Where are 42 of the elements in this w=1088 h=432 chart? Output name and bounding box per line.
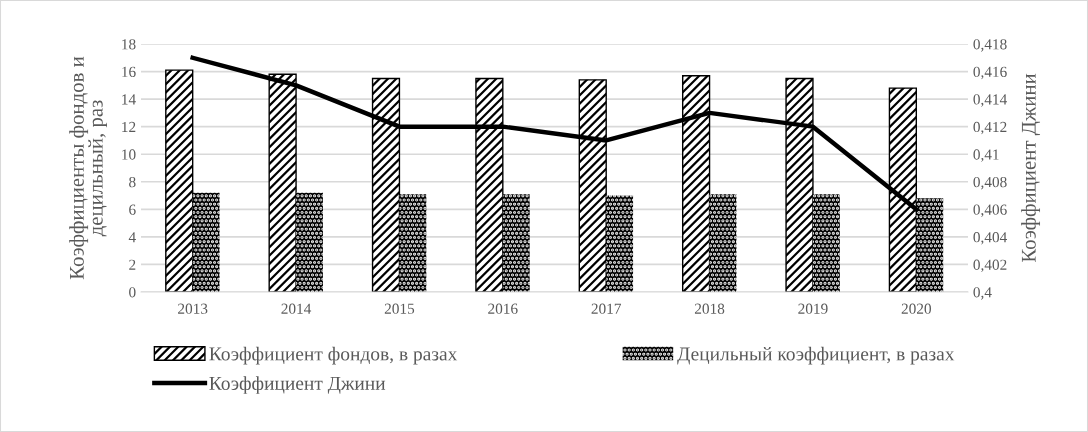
bar: [606, 195, 634, 292]
x-tick-label: 2017: [591, 303, 622, 314]
y-tick-label: 0: [129, 287, 136, 298]
y2-tick-label: 0,412: [973, 121, 1007, 135]
y-tick-label: 12: [122, 121, 136, 132]
x-tick-label: 2014: [281, 303, 312, 314]
y-tick-label: 6: [129, 204, 136, 215]
y2-tick-label: 0,406: [973, 204, 1007, 217]
y-tick-label: 4: [128, 232, 136, 243]
x-tick-label: 2016: [488, 303, 518, 314]
y2-tick-label: 0,408: [973, 176, 1007, 190]
y2-tick-label: 0,402: [973, 259, 1007, 273]
y2-tick-label: 0,4: [973, 287, 992, 300]
y2-tick-label: 0,414: [973, 94, 1007, 107]
y2-tick-label: 0,41: [973, 149, 999, 162]
y2-axis-title: Коэффициент Джини: [1021, 73, 1041, 263]
legend-label: Децильный коэффициент, в разах: [677, 346, 955, 365]
y2-tick-label: 0,418: [973, 39, 1007, 52]
bar: [399, 194, 427, 292]
x-tick-label: 2015: [384, 303, 415, 314]
legend-label: Коэффициент Джини: [209, 376, 386, 394]
bar: [165, 69, 194, 292]
bar: [916, 198, 944, 292]
x-tick-label: 2013: [178, 303, 208, 314]
y-tick-label: 8: [129, 176, 136, 188]
bar: [502, 194, 530, 292]
x-tick-label: 2019: [798, 303, 828, 314]
bar: [296, 192, 323, 292]
y2-tick-label: 0,416: [973, 66, 1007, 80]
bar: [192, 192, 220, 292]
legend-label: Коэффициент фондов, в разах: [209, 346, 458, 365]
y-tick-label: 14: [122, 94, 136, 105]
y-tick-label: 18: [122, 39, 136, 50]
x-tick-label: 2020: [901, 303, 932, 314]
y2-tick-label: 0,404: [973, 232, 1007, 245]
y-tick-label: 10: [122, 149, 136, 160]
bar: [709, 194, 737, 292]
bar: [812, 194, 840, 292]
x-tick-label: 2018: [694, 303, 725, 314]
y-axis-title: Коэффициенты фондов и децильный, раз: [69, 56, 107, 280]
y-tick-label: 16: [122, 66, 136, 78]
y-tick-label: 2: [129, 259, 136, 270]
